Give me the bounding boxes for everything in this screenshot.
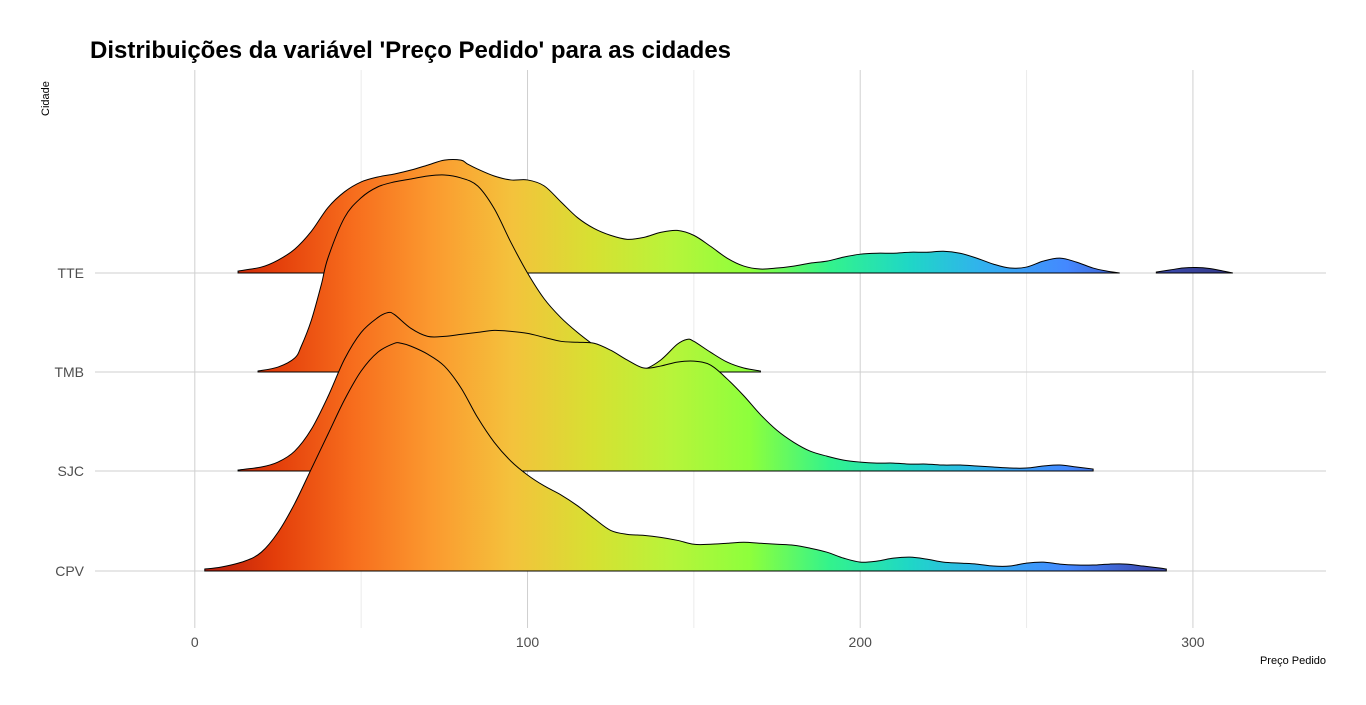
x-axis-ticks: 0 100 200 300 bbox=[191, 634, 1205, 650]
y-tick-label-tmb: TMB bbox=[54, 364, 84, 380]
ridge-tte bbox=[1155, 267, 1233, 274]
x-axis-label: Preço Pedido bbox=[1260, 655, 1326, 667]
ridge-cpv bbox=[204, 342, 1167, 572]
x-tick-label: 300 bbox=[1181, 634, 1205, 650]
y-tick-label-tte: TTE bbox=[58, 265, 84, 281]
density-ridges bbox=[204, 159, 1233, 572]
y-tick-label-sjc: SJC bbox=[58, 463, 84, 479]
x-tick-label: 100 bbox=[516, 634, 540, 650]
x-tick-label: 0 bbox=[191, 634, 199, 650]
y-tick-label-cpv: CPV bbox=[55, 563, 84, 579]
x-tick-label: 200 bbox=[849, 634, 873, 650]
y-axis-ticks: TTE TMB SJC CPV bbox=[54, 265, 84, 579]
chart-title: Distribuições da variável 'Preço Pedido'… bbox=[90, 37, 731, 64]
y-axis-label: Cidade bbox=[40, 81, 52, 116]
